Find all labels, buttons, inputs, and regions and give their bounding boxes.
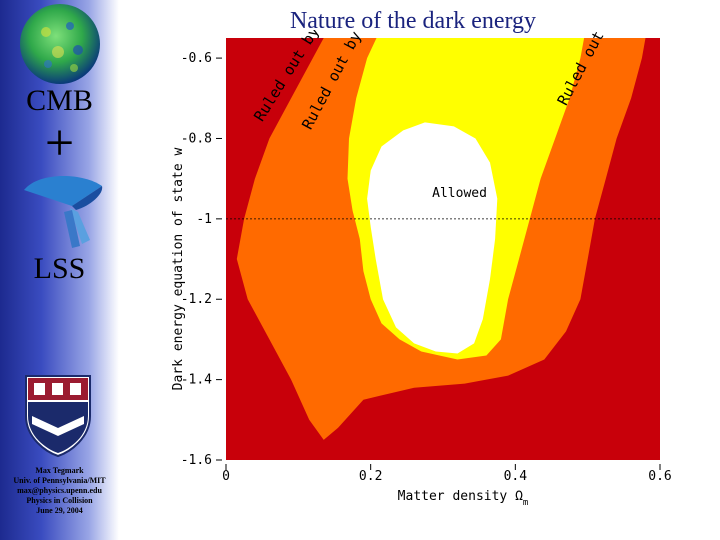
region-layer [226,38,660,460]
y-tick-label: -0.6 [181,51,212,66]
credit-date: June 29, 2004 [36,506,83,515]
axes-layer: 0 0.2 0.4 0.6 -0.6 -0.8 -1 -1.2 -1.4 -1.6 Matter d… [171,51,672,508]
x-tick-label: 0 [222,469,230,484]
credit-affiliation: Univ. of Pennsylvania/MIT [13,476,106,485]
cmb-sky-map-icon [20,4,100,84]
y-tick-label: -0.8 [181,131,212,146]
y-tick-label: -1 [196,212,212,227]
credit-email: max@physics.upenn.edu [17,486,102,495]
x-axis-label: Matter density Ωm [398,489,529,508]
label-allowed: Allowed [432,186,487,201]
y-axis-label: Dark energy equation of state w [171,148,186,391]
credits: Max Tegmark Univ. of Pennsylvania/MIT ma… [0,466,119,516]
x-tick-label: 0.4 [504,469,528,484]
x-axis-label-subscript: m [523,498,528,508]
y-tick-label: -1.4 [181,373,212,388]
y-tick-label: -1.2 [181,292,212,307]
plus-symbol: + [44,115,75,172]
slide-title: Nature of the dark energy [289,8,537,34]
lss-label: LSS [33,252,86,285]
cmb-label: CMB [26,84,93,117]
sidebar: CMB + LSS Max Tegmark Univ. of Pennsylva… [0,0,119,540]
penn-shield-logo-icon [25,375,91,458]
lss-galaxy-wedge-icon [24,175,103,248]
x-tick-label: 0.2 [359,469,382,484]
x-tick-label: 0.6 [648,469,671,484]
credit-author: Max Tegmark [35,466,84,475]
contour-chart: 0 0.2 0.4 0.6 -0.6 -0.8 -1 -1.2 -1.4 -1.6 Matter d… [171,30,672,508]
region-allowed [367,122,498,354]
y-tick-label: -1.6 [181,453,212,468]
credit-conference: Physics in Collision [26,496,93,505]
